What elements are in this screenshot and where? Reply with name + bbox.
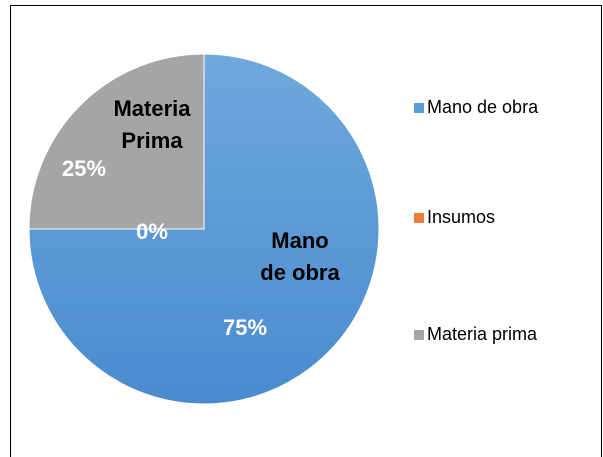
legend-swatch xyxy=(414,330,424,340)
legend-swatch xyxy=(414,213,424,223)
data-label: 75% xyxy=(223,315,267,340)
slice-name-label: Mano de obra xyxy=(260,228,340,285)
legend-swatch xyxy=(414,103,424,113)
legend-label: Mano de obra xyxy=(427,97,539,117)
chart-frame xyxy=(10,5,602,457)
legend-label: Materia prima xyxy=(427,324,538,344)
pie-slice xyxy=(28,53,205,230)
slice-name-label: Materia Prima xyxy=(113,96,191,153)
legend-label: Insumos xyxy=(427,207,495,227)
data-label: 25% xyxy=(62,156,106,181)
data-label: 0% xyxy=(136,219,168,244)
